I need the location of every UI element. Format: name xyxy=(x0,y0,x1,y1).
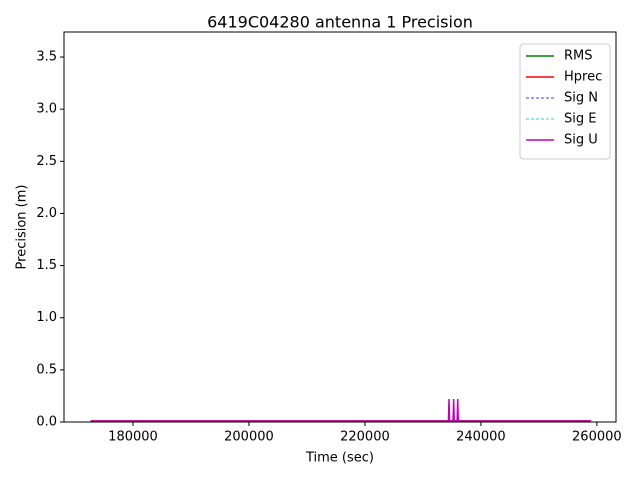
plot-frame xyxy=(63,31,617,423)
x-tick-label: 240000 xyxy=(456,430,506,445)
legend-label: RMS xyxy=(564,49,593,64)
y-tick-label: 1.5 xyxy=(36,258,57,273)
x-tick-label: 180000 xyxy=(108,430,158,445)
legend-label: Hprec xyxy=(564,70,602,85)
x-tick-label: 220000 xyxy=(340,430,390,445)
x-tick-label: 260000 xyxy=(572,430,622,445)
y-tick-label: 2.5 xyxy=(36,154,57,169)
y-tick-label: 0.5 xyxy=(36,362,57,377)
legend-box xyxy=(519,43,611,160)
legend-label: Sig U xyxy=(564,133,598,148)
x-tick-label: 200000 xyxy=(224,430,274,445)
y-tick-label: 3.0 xyxy=(36,102,57,117)
chart-title: 6419C04280 antenna 1 Precision xyxy=(207,13,473,32)
y-tick-label: 2.0 xyxy=(36,206,57,221)
x-axis-label: Time (sec) xyxy=(305,451,374,466)
y-axis-label: Precision (m) xyxy=(15,185,30,270)
legend-label: Sig N xyxy=(564,91,598,106)
y-tick-label: 0.0 xyxy=(36,415,57,430)
y-tick-label: 1.0 xyxy=(36,310,57,325)
legend-label: Sig E xyxy=(564,112,596,127)
y-tick-label: 3.5 xyxy=(36,50,57,65)
series-line xyxy=(90,399,592,422)
